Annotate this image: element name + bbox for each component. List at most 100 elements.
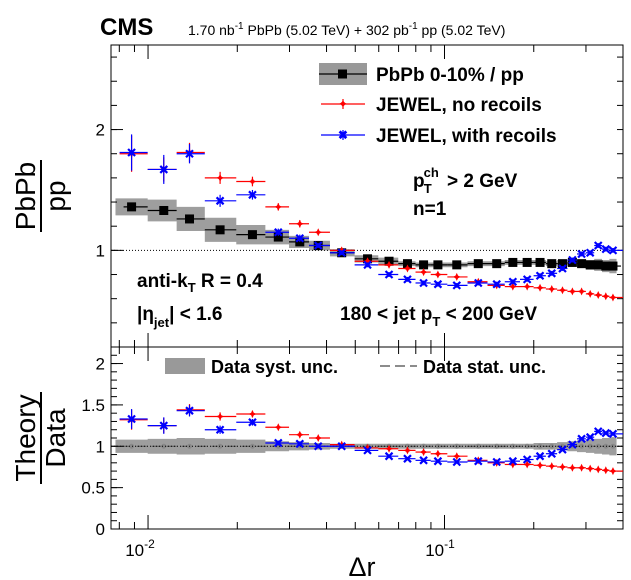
bottom-with-recoils-point bbox=[215, 425, 225, 435]
top-with-recoils-point bbox=[215, 196, 225, 206]
data-point bbox=[508, 257, 518, 267]
bottom-no-recoils-point bbox=[363, 443, 372, 452]
top-with-recoils-point bbox=[608, 246, 618, 255]
data-point bbox=[593, 260, 603, 270]
legend-data-marker bbox=[338, 69, 347, 79]
x-mark-stroke bbox=[159, 421, 169, 430]
x-mark-stroke bbox=[585, 432, 595, 442]
x-mark-stroke bbox=[419, 456, 428, 465]
top-with-recoils-point bbox=[248, 190, 257, 200]
bottom-no-recoils-point bbox=[508, 460, 517, 469]
lumi-label: 1.70 nb-1 PbPb (5.02 TeV) + 302 pb-1 pp … bbox=[188, 21, 505, 38]
bottom-with-recoils-point bbox=[492, 457, 501, 467]
x-mark-stroke bbox=[384, 451, 394, 461]
top-with-recoils-point bbox=[433, 279, 443, 289]
experiment-label: CMS bbox=[100, 14, 153, 41]
x-mark-stroke bbox=[508, 277, 518, 287]
legend-syst-swatch bbox=[165, 358, 205, 374]
bottom-with-recoils-point bbox=[419, 456, 428, 465]
x-mark-stroke bbox=[403, 275, 412, 284]
x-mark-stroke bbox=[452, 457, 462, 467]
legend-data-label: PbPb 0-10% / pp bbox=[376, 65, 524, 86]
data-point bbox=[577, 259, 587, 269]
top-with-recoils-point bbox=[522, 275, 532, 284]
x-mark-stroke bbox=[337, 248, 346, 258]
bottom-no-recoils-point bbox=[568, 463, 577, 472]
track-pt-cut-label: pch T > 2 GeV bbox=[413, 165, 518, 196]
top-with-recoils-point bbox=[274, 227, 283, 237]
jet-eta-label: |ηjet| < 1.6 bbox=[137, 304, 222, 330]
top-no-recoils-point bbox=[403, 264, 412, 273]
data-point bbox=[535, 257, 545, 267]
x-axis-title: Δr bbox=[348, 552, 375, 580]
bottom-with-recoils-point bbox=[295, 439, 305, 449]
bottom-ylabel-denominator: Data bbox=[40, 408, 71, 468]
bottom-with-recoils-point bbox=[403, 454, 412, 463]
x-mark-stroke bbox=[363, 260, 372, 270]
top-no-recoils-point bbox=[577, 287, 586, 296]
x-mark-stroke bbox=[577, 434, 586, 444]
top-with-recoils-point bbox=[508, 277, 518, 287]
x-mark-stroke bbox=[601, 428, 611, 438]
top-no-recoils-point bbox=[385, 260, 394, 269]
data-point bbox=[452, 260, 462, 270]
bottom-stat-marker bbox=[595, 443, 601, 449]
x-mark-stroke bbox=[274, 227, 283, 237]
bottom-stat-marker bbox=[510, 443, 516, 449]
bottom-with-recoils-point bbox=[313, 441, 323, 451]
bottom-series-group bbox=[119, 404, 623, 476]
x-mark-stroke bbox=[248, 190, 257, 200]
top-no-recoils-point bbox=[508, 282, 517, 291]
bottom-no-recoils-point bbox=[594, 465, 603, 474]
x-mark-stroke bbox=[433, 456, 443, 466]
top-with-recoils-point bbox=[419, 278, 428, 288]
x-mark-stroke bbox=[274, 438, 283, 448]
top-series-group bbox=[119, 134, 623, 302]
data-point bbox=[433, 260, 443, 270]
xtick-label-1e-1: 10-1 bbox=[425, 537, 455, 560]
bottom-stat-marker bbox=[217, 443, 223, 449]
x-mark-stroke bbox=[403, 454, 412, 463]
x-mark-stroke bbox=[593, 241, 603, 250]
x-mark-stroke bbox=[593, 427, 603, 436]
bottom-with-recoils-point bbox=[547, 449, 557, 458]
bottom-no-recoils-point bbox=[385, 444, 394, 453]
bottom-stat-marker bbox=[129, 443, 135, 449]
bottom-stat-marker bbox=[475, 443, 481, 449]
bottom-no-recoils-point bbox=[295, 430, 304, 439]
top-with-recoils-point bbox=[452, 281, 462, 290]
x-mark-stroke bbox=[474, 456, 483, 466]
data-point bbox=[247, 230, 257, 240]
bottom-stat-marker bbox=[549, 443, 555, 449]
x-mark-stroke bbox=[127, 148, 136, 157]
top-ylabel: PbPb pp bbox=[10, 160, 71, 232]
top-axis-ticks: 12 bbox=[96, 45, 624, 348]
x-mark-stroke bbox=[535, 451, 545, 461]
data-point bbox=[402, 259, 412, 269]
data-point bbox=[215, 225, 225, 235]
bottom-stat-marker bbox=[494, 443, 500, 449]
x-mark-stroke bbox=[185, 406, 194, 415]
top-no-recoils-point bbox=[523, 282, 532, 291]
x-mark-stroke bbox=[127, 414, 136, 424]
bottom-with-recoils-point bbox=[337, 441, 346, 451]
x-mark-stroke bbox=[535, 271, 545, 281]
top-with-recoils-point bbox=[313, 241, 323, 250]
bottom-with-recoils-point bbox=[185, 406, 194, 415]
top-with-recoils-point bbox=[337, 248, 346, 258]
x-mark-stroke bbox=[433, 279, 443, 289]
bottom-with-recoils-point bbox=[474, 456, 483, 466]
bottom-with-recoils-point bbox=[127, 414, 136, 424]
top-no-recoils-point bbox=[601, 292, 610, 301]
top-no-recoils-point bbox=[536, 283, 545, 292]
x-mark-stroke bbox=[313, 241, 323, 250]
top-legend: PbPb 0-10% / pp ✦ JEWEL, no recoils ✖ JE… bbox=[319, 63, 557, 147]
bottom-ytick-label: 0 bbox=[96, 520, 105, 539]
top-panel-frame bbox=[110, 44, 624, 348]
x-mark-stroke bbox=[508, 456, 518, 466]
x-mark-stroke bbox=[547, 269, 557, 278]
top-no-recoils-point bbox=[314, 228, 323, 237]
x-mark-stroke bbox=[452, 281, 462, 290]
legend-stat-label: Data stat. unc. bbox=[423, 357, 546, 377]
bottom-with-recoils-point bbox=[535, 451, 545, 461]
